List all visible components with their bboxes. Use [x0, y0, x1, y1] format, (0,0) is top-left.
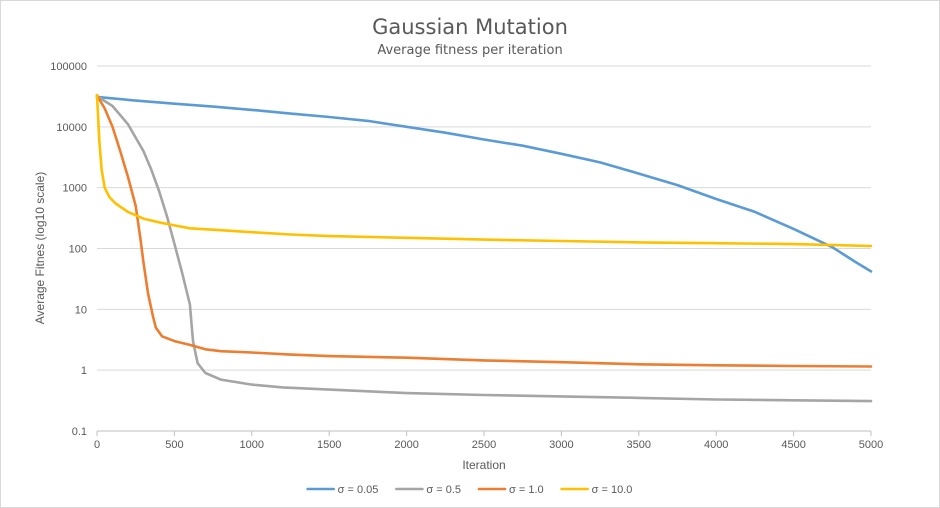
legend-label-2: σ = 0.5	[426, 484, 461, 496]
x-tick-label: 0	[94, 439, 100, 451]
series-lines	[95, 94, 873, 403]
x-tick-label: 500	[165, 439, 183, 451]
legend-label-1: σ = 0.05	[338, 484, 379, 496]
x-tick-label: 2000	[394, 439, 418, 451]
y-tick-label: 0.1	[72, 426, 87, 438]
tick-labels: 0.1 1 10 100 1000 10000 100000 0 500 1000 1500 2000…	[50, 61, 883, 451]
x-tick-label: 3500	[627, 439, 651, 451]
series-line-2	[95, 94, 873, 403]
x-tick-label: 5000	[859, 439, 883, 451]
y-tick-label: 10000	[56, 122, 87, 134]
legend-label-4: σ = 10.0	[592, 484, 633, 496]
x-tick-label: 1000	[240, 439, 264, 451]
grid-lines	[97, 65, 871, 371]
y-axis-title: Average Fitnes (log10 scale)	[33, 172, 47, 325]
axes	[96, 430, 872, 436]
y-tick-label: 100	[69, 244, 87, 256]
series-line-4	[95, 94, 873, 248]
series-line-1	[95, 95, 873, 273]
y-tick-label: 100000	[50, 61, 87, 73]
y-tick-label: 1	[81, 365, 87, 377]
x-tick-label: 3000	[549, 439, 573, 451]
chart-title: Gaussian Mutation	[372, 15, 568, 39]
x-axis-title: Iteration	[462, 458, 505, 472]
y-tick-label: 10	[75, 304, 87, 316]
x-tick-label: 4500	[781, 439, 805, 451]
x-tick-label: 2500	[472, 439, 496, 451]
legend-label-3: σ = 1.0	[509, 484, 544, 496]
y-tick-label: 1000	[63, 183, 87, 195]
legend: σ = 0.05 σ = 0.5 σ = 1.0 σ = 10.0	[306, 484, 633, 496]
x-tick-label: 4000	[704, 439, 728, 451]
chart-subtitle: Average fitness per iteration	[377, 43, 562, 58]
series-line-3	[95, 94, 873, 368]
x-tick-label: 1500	[317, 439, 341, 451]
